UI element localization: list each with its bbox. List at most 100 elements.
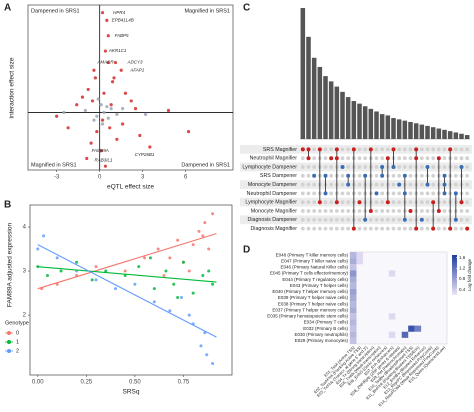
empty-dot — [431, 147, 436, 152]
empty-dot — [380, 191, 385, 196]
empty-dot — [442, 156, 447, 161]
bar — [396, 119, 402, 139]
member-dot — [448, 147, 453, 152]
y-axis-label: interaction effect size — [9, 57, 16, 118]
point — [138, 133, 142, 138]
x-tick-label: 0.25 — [80, 380, 92, 386]
x-tick-label: 3 — [141, 175, 145, 181]
point — [186, 130, 191, 134]
empty-dot — [323, 209, 328, 213]
set-label: Diagnosis Magnifier — [250, 226, 297, 232]
heatmap-cell — [350, 313, 357, 320]
point — [66, 126, 70, 130]
bar — [300, 8, 306, 139]
x-tick-label: 0.50 — [129, 380, 141, 386]
bar — [413, 123, 419, 139]
empty-dot — [465, 191, 470, 196]
empty-dot — [419, 165, 424, 169]
empty-dot — [408, 165, 413, 169]
empty-dot — [419, 182, 424, 187]
heatmap-cell — [356, 252, 363, 259]
point — [203, 221, 207, 225]
gene-label: FABP5 — [115, 33, 129, 38]
empty-dot — [419, 200, 424, 205]
empty-dot — [334, 217, 339, 222]
empty-dot — [306, 173, 311, 178]
point — [211, 212, 215, 216]
heatmap-cell — [414, 325, 422, 332]
point — [83, 108, 87, 113]
point — [90, 99, 95, 103]
point — [143, 112, 148, 116]
empty-dot — [340, 156, 345, 161]
row-label: E047 (Primary T killer naive cells) — [281, 258, 348, 263]
empty-dot — [397, 209, 402, 213]
row-label: E048 (Primary T killer memory cells) — [276, 252, 349, 257]
point — [211, 362, 215, 366]
point — [55, 114, 59, 118]
empty-dot — [300, 200, 305, 205]
point — [102, 110, 106, 115]
point — [129, 99, 133, 103]
row-band — [240, 180, 472, 189]
gene-label: RAB3IL1 — [95, 158, 114, 163]
member-dot — [425, 165, 430, 169]
empty-dot — [453, 226, 458, 231]
member-dot — [414, 156, 419, 161]
point — [109, 103, 113, 107]
empty-dot — [408, 217, 413, 222]
point — [108, 126, 112, 130]
gene-label: FAM89A — [92, 148, 109, 153]
member-dot — [459, 200, 464, 205]
point — [103, 164, 108, 168]
empty-dot — [334, 209, 339, 213]
empty-dot — [425, 226, 430, 231]
point — [133, 107, 138, 111]
empty-dot — [340, 173, 345, 178]
heatmap-cell — [350, 307, 357, 314]
empty-dot — [300, 209, 305, 213]
member-dot — [402, 173, 407, 178]
empty-dot — [374, 200, 379, 205]
y-tick-label: 2 — [23, 313, 27, 319]
point — [201, 234, 205, 238]
quadrant-label: Magnified in SRS1 — [184, 8, 230, 14]
colorbar-tick-label: 1.2 — [459, 266, 466, 271]
bar — [379, 114, 385, 139]
row-band — [240, 215, 472, 225]
heatmap-cell — [408, 325, 415, 332]
empty-dot — [397, 173, 402, 178]
row-label: E045 (Primary T cells effector/memory) — [270, 271, 349, 276]
member-dot — [453, 217, 458, 222]
empty-dot — [357, 182, 362, 187]
member-dot — [334, 147, 339, 152]
legend-label: 0 — [16, 330, 19, 336]
empty-dot — [363, 226, 368, 231]
point — [92, 68, 96, 72]
member-dot — [425, 182, 430, 187]
point — [92, 118, 96, 122]
empty-dot — [340, 182, 345, 187]
member-dot — [402, 191, 407, 196]
empty-dot — [391, 209, 396, 213]
empty-dot — [453, 156, 458, 161]
empty-dot — [397, 165, 402, 169]
empty-dot — [368, 217, 373, 222]
point — [106, 116, 110, 120]
point — [109, 107, 113, 111]
empty-dot — [385, 147, 390, 152]
member-dot — [306, 156, 311, 161]
empty-dot — [306, 165, 311, 169]
empty-dot — [357, 173, 362, 178]
panel-label: C — [243, 3, 250, 14]
empty-dot — [312, 156, 317, 161]
empty-dot — [402, 226, 407, 231]
point — [152, 287, 156, 291]
point — [100, 118, 105, 122]
empty-dot — [380, 200, 385, 205]
member-dot — [391, 147, 396, 152]
point — [148, 145, 152, 149]
point — [89, 141, 93, 145]
bar — [345, 97, 351, 139]
point — [199, 344, 203, 348]
